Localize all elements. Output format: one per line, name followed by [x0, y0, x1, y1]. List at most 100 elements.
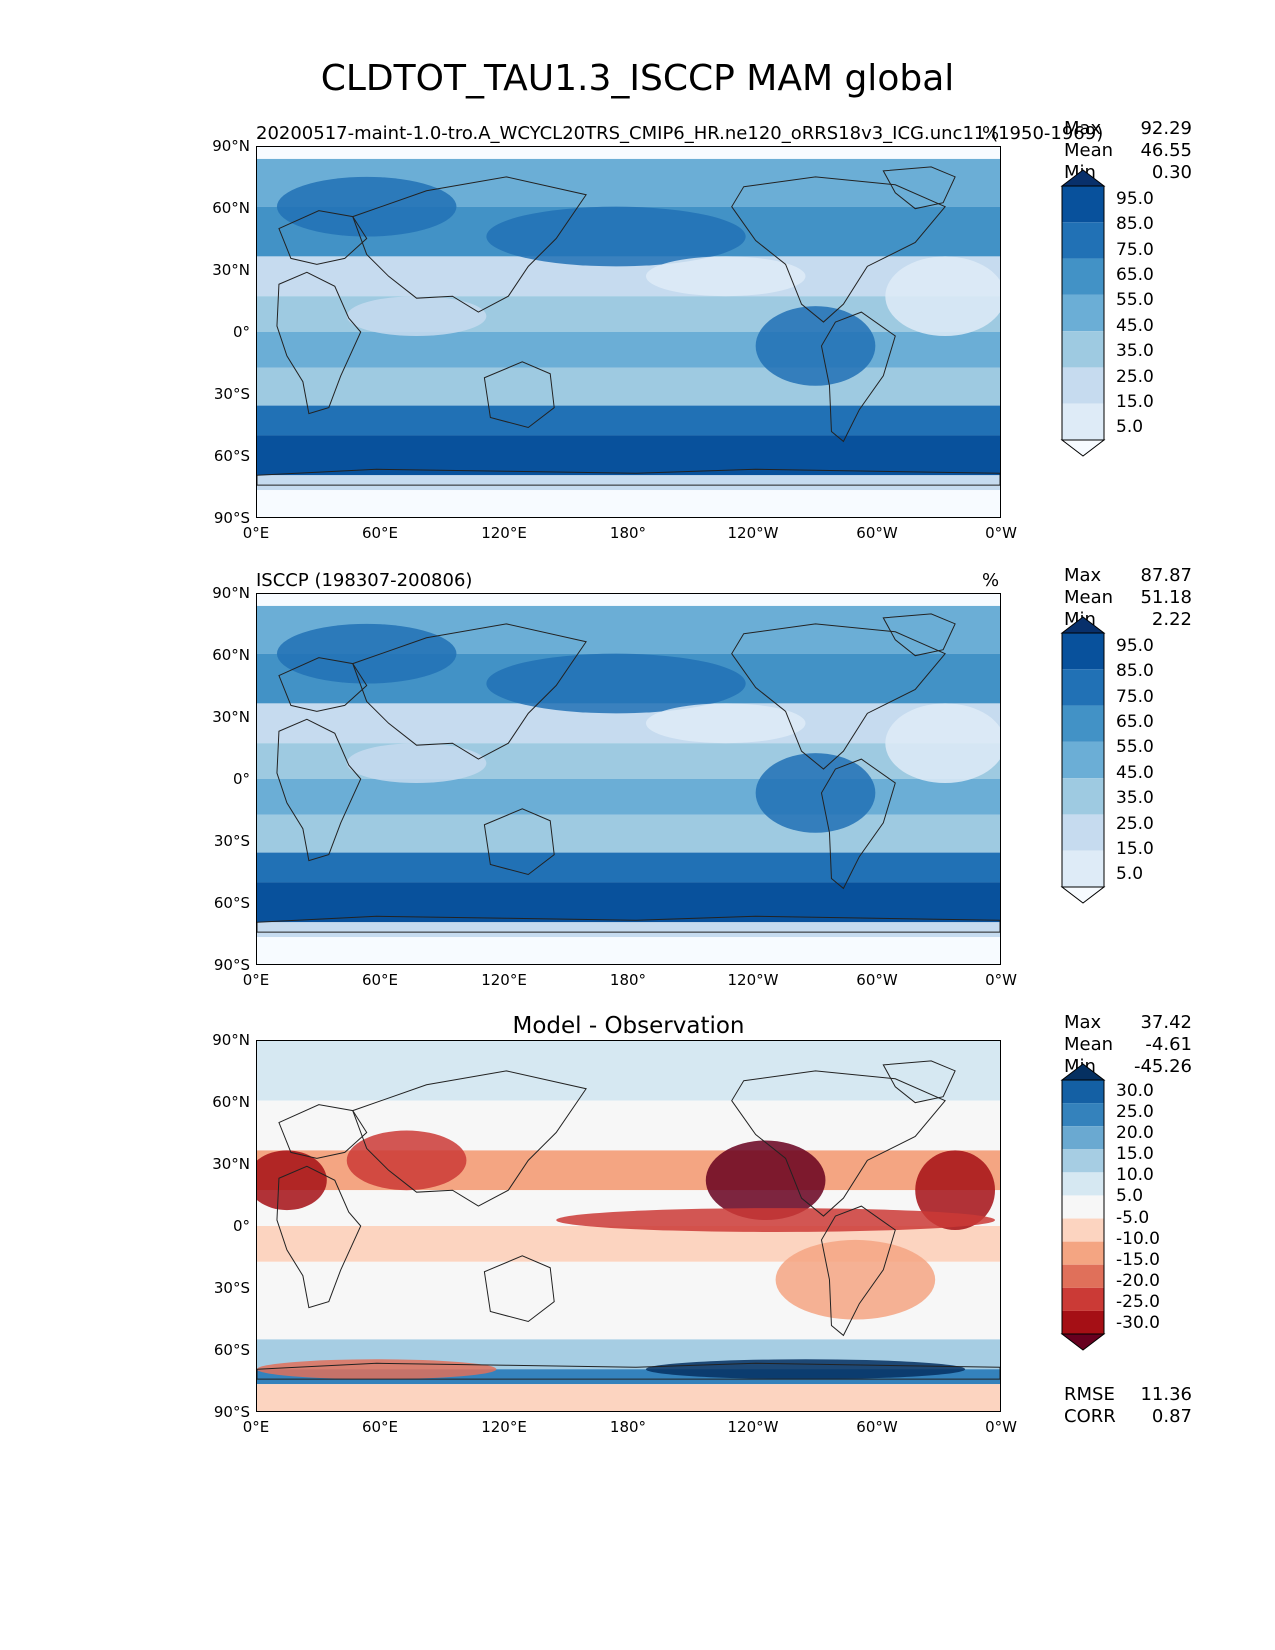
- colorbar-segment: [1062, 186, 1104, 223]
- lon-tick-label: 120°W: [727, 971, 779, 989]
- field-feature: [257, 1359, 497, 1380]
- colorbar-segment: [1062, 633, 1104, 670]
- field-feature: [885, 256, 1005, 336]
- lon-tick-label: 60°E: [361, 971, 399, 989]
- coastline-namerica: [731, 623, 946, 770]
- lon-tick-label: 0°E: [242, 971, 270, 989]
- lat-tick-label: 30°S: [213, 832, 250, 850]
- colorbar-tick-label: 45.0: [1116, 762, 1154, 783]
- coastline-greenland: [882, 1060, 956, 1104]
- colorbar-segment: [1062, 778, 1104, 815]
- colorbar-tick-label: 30.0: [1116, 1080, 1154, 1101]
- colorbar-frame: [1061, 632, 1105, 888]
- field-band: [257, 405, 1000, 436]
- field-band: [257, 814, 1000, 853]
- stat-value: -45.26: [1133, 1056, 1192, 1077]
- stat-value: 51.18: [1140, 587, 1192, 608]
- coastline-asia: [352, 176, 587, 313]
- chart-panel: ISCCP (198307-200806)% Max 87.87 Mean 51.18M…: [0, 565, 1275, 1018]
- colorbar-tick-label: -25.0: [1116, 1292, 1160, 1313]
- colorbar-extend-bottom: [1060, 439, 1106, 457]
- field-feature: [486, 206, 746, 267]
- lon-tick-label: 60°W: [856, 1418, 898, 1436]
- field-band: [257, 475, 1000, 491]
- field-feature: [645, 703, 806, 744]
- colorbar-tick-label: -15.0: [1116, 1249, 1160, 1270]
- colorbar-tick-label: 95.0: [1116, 188, 1154, 209]
- field-band: [257, 937, 1000, 964]
- lat-tick-label: 90°S: [213, 509, 250, 527]
- colorbar-frame: [1061, 185, 1105, 441]
- colorbar-tick-label: 65.0: [1116, 711, 1154, 732]
- lon-tick-label: 120°E: [481, 524, 527, 542]
- field-feature: [276, 176, 457, 237]
- colorbar-tick-label: 25.0: [1116, 1101, 1154, 1122]
- lat-tick-label: 60°S: [213, 447, 250, 465]
- lat-tick-label: 30°S: [213, 385, 250, 403]
- stat-label: Max: [1064, 565, 1102, 586]
- lon-tick-label: 0°W: [985, 524, 1017, 542]
- lat-tick-label: 30°N: [212, 708, 250, 726]
- colorbar-tick-label: 15.0: [1116, 838, 1154, 859]
- colorbar-extend-top: [1060, 1063, 1106, 1081]
- map-svg: [247, 1041, 1001, 1411]
- map-plot: [256, 593, 1005, 965]
- colorbar-tick-label: 45.0: [1116, 315, 1154, 336]
- lon-tick-label: 0°E: [242, 524, 270, 542]
- map-plot: [247, 1040, 1001, 1412]
- lat-tick-label: 90°N: [212, 1031, 250, 1049]
- coastline-asia: [352, 623, 587, 760]
- field-feature: [346, 1130, 467, 1191]
- stat-value: 0.30: [1151, 162, 1192, 183]
- coastline-europe: [278, 1104, 368, 1159]
- coastline-greenland: [882, 613, 956, 657]
- panel-title: Model - Observation: [512, 1013, 745, 1039]
- coastline-greenland: [882, 166, 956, 210]
- coastline-namerica: [731, 1070, 946, 1217]
- coastline-samerica: [820, 1205, 896, 1337]
- field-band: [257, 1384, 1000, 1411]
- colorbar-tick-label: 20.0: [1116, 1122, 1154, 1143]
- lon-tick-label: 0°E: [242, 1418, 270, 1436]
- colorbar-segment: [1062, 294, 1104, 332]
- panel-title: 20200517-maint-1.0-tro.A_WCYCL20TRS_CMIP…: [256, 123, 1104, 144]
- lat-tick-label: 30°S: [213, 1279, 250, 1297]
- colorbar: [1060, 1063, 1106, 1351]
- coastline-europe: [278, 657, 368, 712]
- colorbar-segment: [1062, 741, 1104, 779]
- field-feature: [486, 653, 746, 714]
- field-feature: [755, 306, 876, 386]
- colorbar-tick-label: -10.0: [1116, 1228, 1160, 1249]
- coastline-samerica: [820, 758, 896, 890]
- coastline-africa: [276, 271, 362, 415]
- rmse-corr-block: RMSE 11.36 CORR 0.87: [1064, 1384, 1192, 1428]
- panel-title: ISCCP (198307-200806): [256, 570, 473, 591]
- stat-label: Max: [1064, 118, 1102, 139]
- colorbar-tick-label: 15.0: [1116, 391, 1154, 412]
- lat-tick-label: 0°: [232, 770, 250, 788]
- field-band: [257, 435, 1000, 476]
- colorbar-frame: [1061, 1079, 1105, 1335]
- field-feature: [346, 743, 487, 783]
- lat-tick-label: 60°N: [212, 646, 250, 664]
- corr-value: 0.87: [1151, 1406, 1192, 1427]
- chart-panel: 20200517-maint-1.0-tro.A_WCYCL20TRS_CMIP…: [0, 118, 1275, 571]
- rmse-label: RMSE: [1064, 1384, 1115, 1405]
- stat-value: 2.22: [1151, 609, 1192, 630]
- colorbar-tick-label: 25.0: [1116, 366, 1154, 387]
- rmse-row: RMSE 11.36: [1064, 1384, 1192, 1406]
- field-feature: [556, 1208, 996, 1232]
- field-band: [257, 852, 1000, 883]
- stat-value: 46.55: [1140, 140, 1192, 161]
- lon-tick-label: 180°: [609, 524, 647, 542]
- stat-value: 37.42: [1140, 1012, 1192, 1033]
- colorbar-tick-label: 85.0: [1116, 661, 1154, 682]
- colorbar-segment: [1062, 705, 1104, 742]
- colorbar-segment: [1062, 1287, 1104, 1311]
- stat-row-max: Max 87.87: [1064, 565, 1192, 587]
- coastline-samerica: [820, 311, 896, 443]
- lat-tick-label: 60°N: [212, 199, 250, 217]
- chart-panel: Model - ObservationMax37.42Mean-4.61Min-…: [0, 1012, 1275, 1465]
- lat-tick-label: 0°: [232, 1217, 250, 1235]
- stat-row-mean: Mean 51.18: [1064, 587, 1192, 609]
